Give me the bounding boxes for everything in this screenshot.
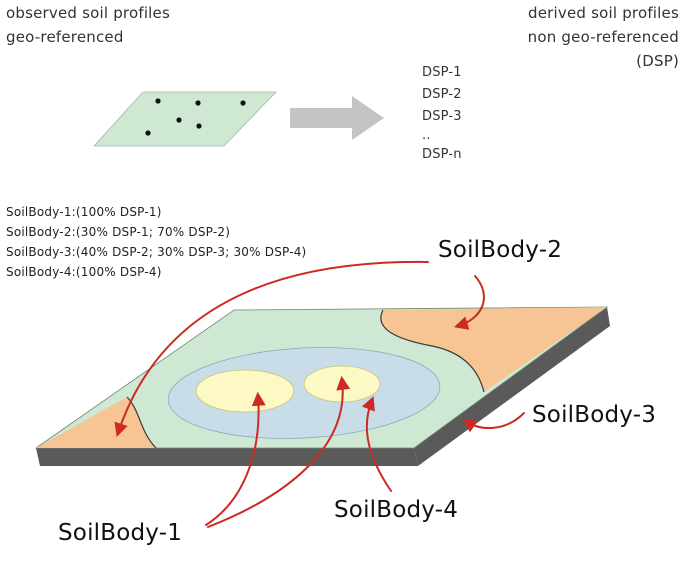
soilbody-2-region-right xyxy=(380,307,607,392)
transform-arrow xyxy=(290,96,384,140)
derived-title-line3: (DSP) xyxy=(636,52,679,70)
soilbody-1-region-left xyxy=(195,369,295,413)
arrow-soilbody-4 xyxy=(361,396,392,492)
label-soilbody-2: SoilBody-2 xyxy=(438,237,563,263)
soilbody-2-boundary-right xyxy=(380,309,485,393)
dsp-item-3: DSP-3 xyxy=(422,109,462,124)
observed-title-line2: geo-referenced xyxy=(6,28,124,46)
arrow-soilbody-1-left xyxy=(205,391,266,526)
profile-point xyxy=(145,130,151,136)
profile-point xyxy=(155,98,161,104)
dsp-item-ellipsis: .. xyxy=(422,128,431,143)
label-soilbody-4: SoilBody-4 xyxy=(334,497,459,523)
arrow-soilbody-1-right xyxy=(207,375,351,528)
profile-point xyxy=(176,117,182,123)
dsp-item-2: DSP-2 xyxy=(422,87,462,102)
arrow-soilbody-2-left xyxy=(114,260,429,437)
arrow-soilbody-2-right xyxy=(453,275,485,330)
label-soilbody-3: SoilBody-3 xyxy=(532,402,657,428)
profile-point xyxy=(240,100,246,106)
soilbody-2-boundary-left xyxy=(126,396,157,449)
label-soilbody-1: SoilBody-1 xyxy=(58,520,183,546)
derived-title-line1: derived soil profiles xyxy=(528,4,679,22)
composition-soilbody-4: SoilBody-4:(100% DSP-4) xyxy=(6,265,162,279)
derived-title-line2: non geo-referenced xyxy=(527,28,679,46)
composition-soilbody-2: SoilBody-2:(30% DSP-1; 70% DSP-2) xyxy=(6,225,231,239)
profile-point xyxy=(195,100,201,106)
observed-title-line1: observed soil profiles xyxy=(6,4,170,22)
slab-front-face xyxy=(36,448,418,466)
profile-point xyxy=(196,123,202,129)
composition-soilbody-1: SoilBody-1:(100% DSP-1) xyxy=(6,205,162,219)
arrow-soilbody-3 xyxy=(462,412,525,433)
composition-soilbody-3: SoilBody-3:(40% DSP-2; 30% DSP-3; 30% DS… xyxy=(6,245,307,259)
dsp-item-1: DSP-1 xyxy=(422,65,462,80)
observed-area xyxy=(93,91,277,147)
composition-list: SoilBody-1:(100% DSP-1) SoilBody-2:(30% … xyxy=(6,202,306,282)
dsp-list: DSP-1 DSP-2 DSP-3 .. DSP-n xyxy=(422,62,462,166)
dsp-item-n: DSP-n xyxy=(422,147,462,162)
